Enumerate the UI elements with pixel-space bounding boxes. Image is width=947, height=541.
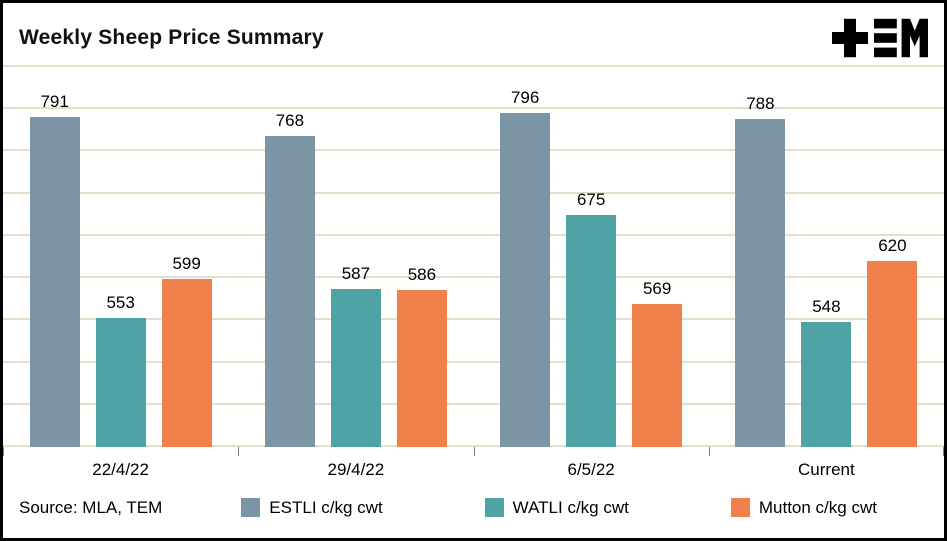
bar-watli: [566, 214, 617, 447]
bar-group: 791 553 599: [3, 67, 238, 447]
bar-estli: [264, 136, 315, 447]
bar-value-label: 569: [642, 279, 672, 299]
bar-watli: [95, 317, 146, 447]
bar-value-label: 768: [275, 111, 305, 131]
plot-area: 791 553 599 768 587 586 796 675 569 788 548 620: [3, 65, 944, 447]
axis-tick: [473, 447, 475, 456]
bar-with-label: 548: [801, 67, 852, 447]
bar-value-label: 620: [878, 236, 907, 256]
category-axis: 22/4/22 29/4/22 6/5/22 Current: [3, 447, 944, 487]
gridline: [3, 445, 944, 447]
bar-value-label: 788: [746, 94, 775, 114]
gridline: [3, 276, 944, 279]
chart-title: Weekly Sheep Price Summary: [19, 26, 324, 49]
bar-mutton: [396, 289, 447, 447]
legend-marker-mutton: [730, 498, 750, 517]
gridline: [3, 107, 944, 110]
bar-groups: 791 553 599 768 587 586 796 675 569 788 548 620: [3, 67, 944, 447]
bar-mutton: [632, 304, 683, 447]
axis-tick: [3, 447, 4, 456]
bar-with-label: 553: [95, 67, 146, 447]
bar-mutton: [867, 261, 918, 447]
category-label: 29/4/22: [327, 460, 385, 479]
bar-with-label: 569: [632, 67, 683, 447]
gridline: [3, 360, 944, 363]
axis-tick: [708, 447, 710, 456]
legend-label-mutton: Mutton c/kg cwt: [758, 497, 877, 517]
gridline: [3, 318, 944, 321]
category-label: 22/4/22: [92, 460, 149, 479]
bar-estli: [735, 119, 786, 447]
legend-item-watli: WATLI c/kg cwt: [484, 497, 629, 518]
legend-label-watli: WATLI c/kg cwt: [512, 497, 629, 517]
bar-with-label: 586: [396, 67, 447, 447]
bar-value-label: 587: [341, 264, 371, 284]
bar-group: 768 587 586: [238, 67, 473, 447]
bar-with-label: 768: [264, 67, 315, 447]
legend-item-estli: ESTLI c/kg cwt: [241, 497, 383, 518]
gridline: [3, 402, 944, 405]
bar-value-label: 548: [812, 297, 841, 317]
source-note: Source: MLA, TEM: [19, 497, 163, 517]
bar-group: 796 675 569: [474, 67, 709, 447]
bar-with-label: 587: [330, 67, 381, 447]
axis-tick: [943, 447, 944, 456]
legend-marker-watli: [484, 498, 504, 517]
bar-with-label: 791: [29, 67, 80, 447]
bar-with-label: 788: [735, 67, 786, 447]
gridline: [3, 149, 944, 152]
bar-value-label: 675: [576, 189, 606, 209]
bar-watli: [330, 289, 381, 447]
legend: ESTLI c/kg cwt WATLI c/kg cwt Mutton c/k…: [162, 498, 928, 518]
gridline: [3, 65, 944, 67]
category-label: 6/5/22: [567, 460, 615, 479]
bar-with-label: 599: [161, 67, 212, 447]
bar-with-label: 796: [500, 67, 551, 447]
bar-value-label: 796: [510, 87, 540, 107]
legend-label-estli: ESTLI c/kg cwt: [269, 497, 383, 517]
bar-value-label: 553: [106, 292, 135, 312]
tem-logo: [832, 17, 928, 59]
bar-estli: [29, 116, 80, 447]
category-label: Current: [798, 460, 855, 479]
gridline: [3, 191, 944, 194]
axis-tick: [238, 447, 240, 456]
bar-mutton: [161, 278, 212, 447]
chart-footer: Source: MLA, TEM ESTLI c/kg cwt WATLI c/…: [3, 487, 944, 538]
bar-value-label: 599: [172, 253, 201, 273]
gridline: [3, 233, 944, 236]
legend-marker-estli: [241, 498, 261, 517]
legend-item-mutton: Mutton c/kg cwt: [730, 497, 877, 518]
bar-estli: [500, 112, 551, 447]
bar-group: 788 548 620: [709, 67, 944, 447]
bar-watli: [801, 322, 852, 447]
bar-with-label: 675: [566, 67, 617, 447]
bar-with-label: 620: [867, 67, 918, 447]
chart-header: Weekly Sheep Price Summary: [3, 3, 944, 67]
bar-value-label: 791: [40, 91, 69, 111]
bar-value-label: 586: [407, 264, 437, 284]
tem-logo-icon: [832, 18, 928, 58]
